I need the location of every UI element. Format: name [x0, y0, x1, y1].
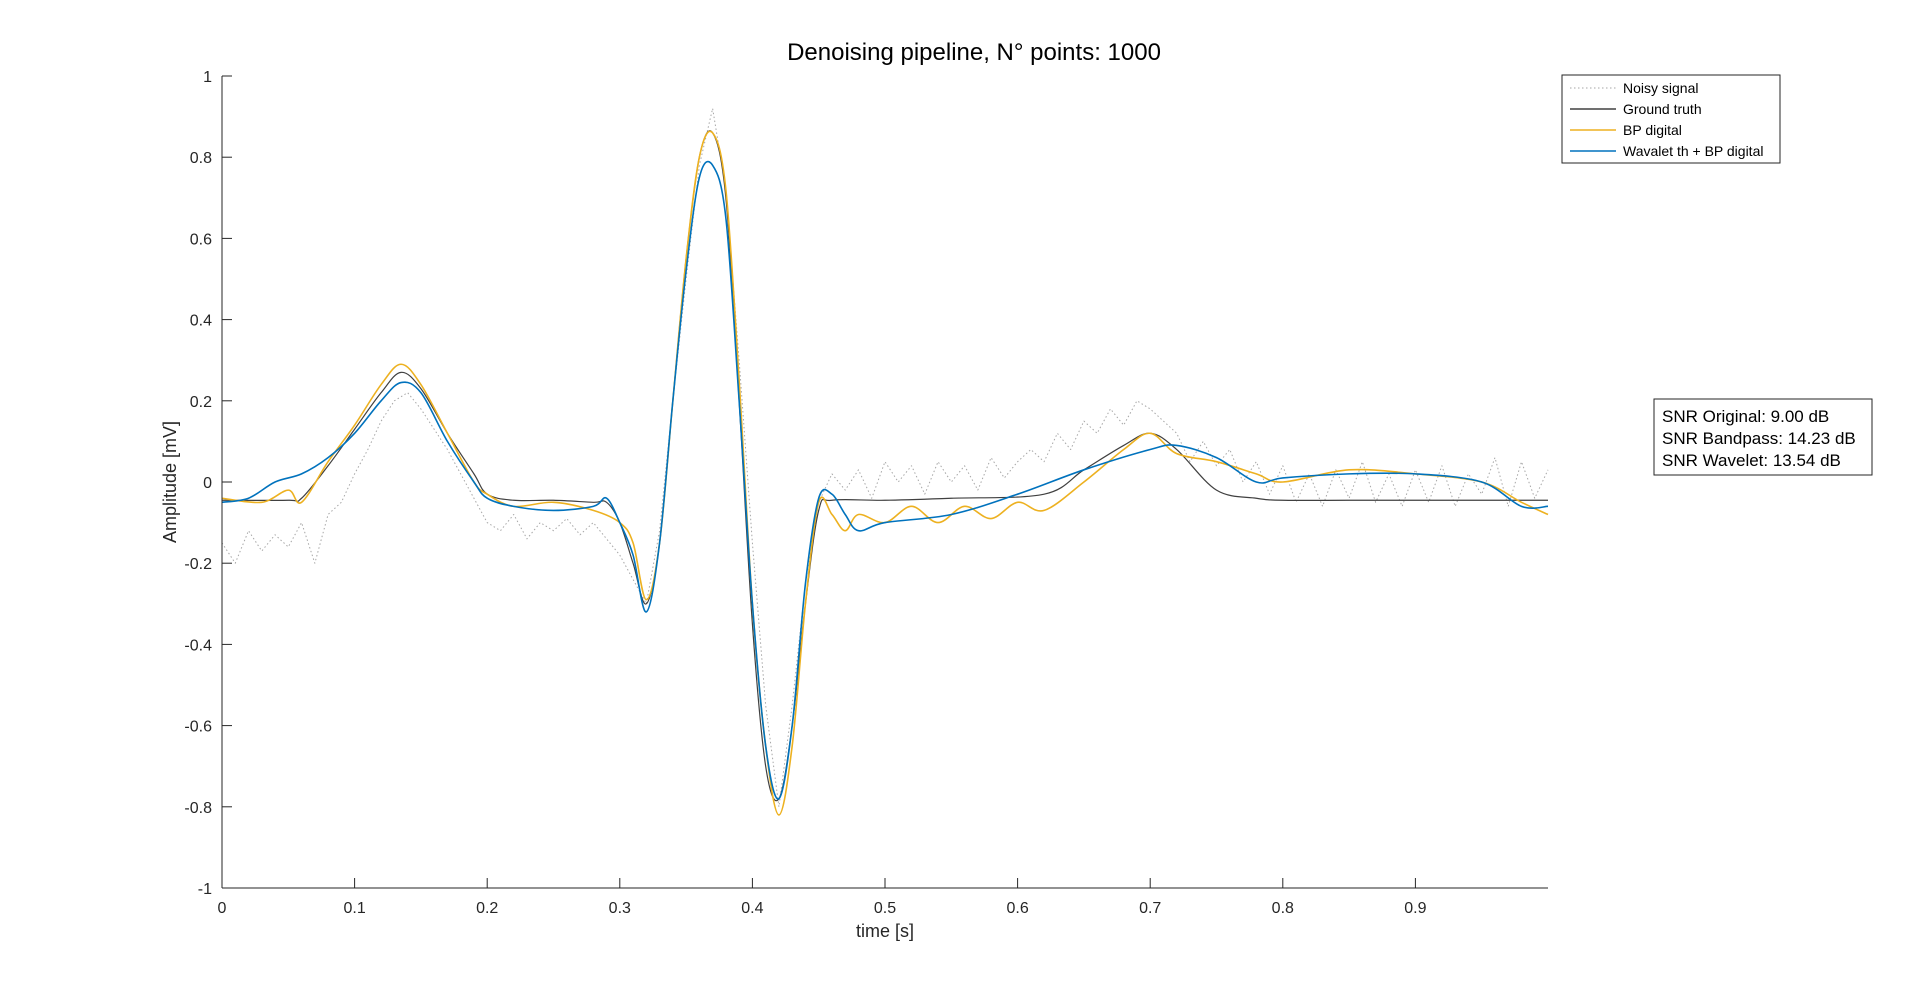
x-tick-label: 0	[218, 900, 227, 917]
legend-label-wavalet-th-bp-digital: Wavalet th + BP digital	[1623, 143, 1763, 159]
series-layer	[221, 107, 1549, 816]
x-axis-title: time [s]	[856, 921, 914, 941]
x-tick-label: 0.2	[476, 900, 498, 917]
snr-bandpass-text: SNR Bandpass: 14.23 dB	[1662, 429, 1856, 448]
x-tick-label: 0.6	[1006, 900, 1028, 917]
x-tick-label: 0.3	[609, 900, 631, 917]
y-tick-label: 1	[203, 69, 212, 86]
y-tick-label: 0.2	[190, 394, 212, 411]
legend-label-bp-digital: BP digital	[1623, 122, 1682, 138]
y-tick-label: -0.4	[184, 637, 212, 654]
chart-title: Denoising pipeline, N° points: 1000	[787, 39, 1161, 66]
series-line-noisy-signal	[221, 107, 1549, 808]
y-tick-label: -0.2	[184, 556, 212, 573]
y-axis-title: Amplitude [mV]	[160, 421, 180, 543]
y-tick-label: 0.6	[190, 231, 212, 248]
x-tick-label: 0.8	[1272, 900, 1294, 917]
x-tick-label: 0.4	[741, 900, 763, 917]
y-tick-label: 0.8	[190, 150, 212, 167]
ticks-layer: 0 0.1 0.2 0.3 0.4 0.5 0.6 0.7 0.8 0.9 -1 -0.8 -0.6 -0…	[184, 69, 1426, 917]
legend-label-ground-truth: Ground truth	[1623, 101, 1702, 117]
snr-original-text: SNR Original: 9.00 dB	[1662, 407, 1829, 426]
y-tick-label: -1	[198, 881, 212, 898]
snr-annotation: SNR Original: 9.00 dB SNR Bandpass: 14.2…	[1653, 398, 1873, 476]
legend-items: Noisy signal Ground truth BP digital Wavale…	[1570, 80, 1763, 159]
x-tick-label: 0.9	[1404, 900, 1426, 917]
series-line-wavalet-th-bp-digital	[221, 160, 1549, 800]
y-tick-label: 0.4	[190, 313, 212, 330]
y-tick-label: -0.8	[184, 800, 212, 817]
y-tick-label: -0.6	[184, 719, 212, 736]
legend: Noisy signal Ground truth BP digital Wavale…	[1561, 74, 1781, 164]
plot-area	[222, 76, 1548, 888]
legend-label-noisy-signal: Noisy signal	[1623, 80, 1698, 96]
x-tick-label: 0.5	[874, 900, 896, 917]
snr-wavelet-text: SNR Wavelet: 13.54 dB	[1662, 451, 1841, 470]
legend-box	[1561, 74, 1781, 164]
y-tick-label: 0	[203, 475, 212, 492]
snr-box	[1653, 398, 1873, 476]
x-tick-label: 0.7	[1139, 900, 1161, 917]
x-tick-label: 0.1	[343, 900, 365, 917]
